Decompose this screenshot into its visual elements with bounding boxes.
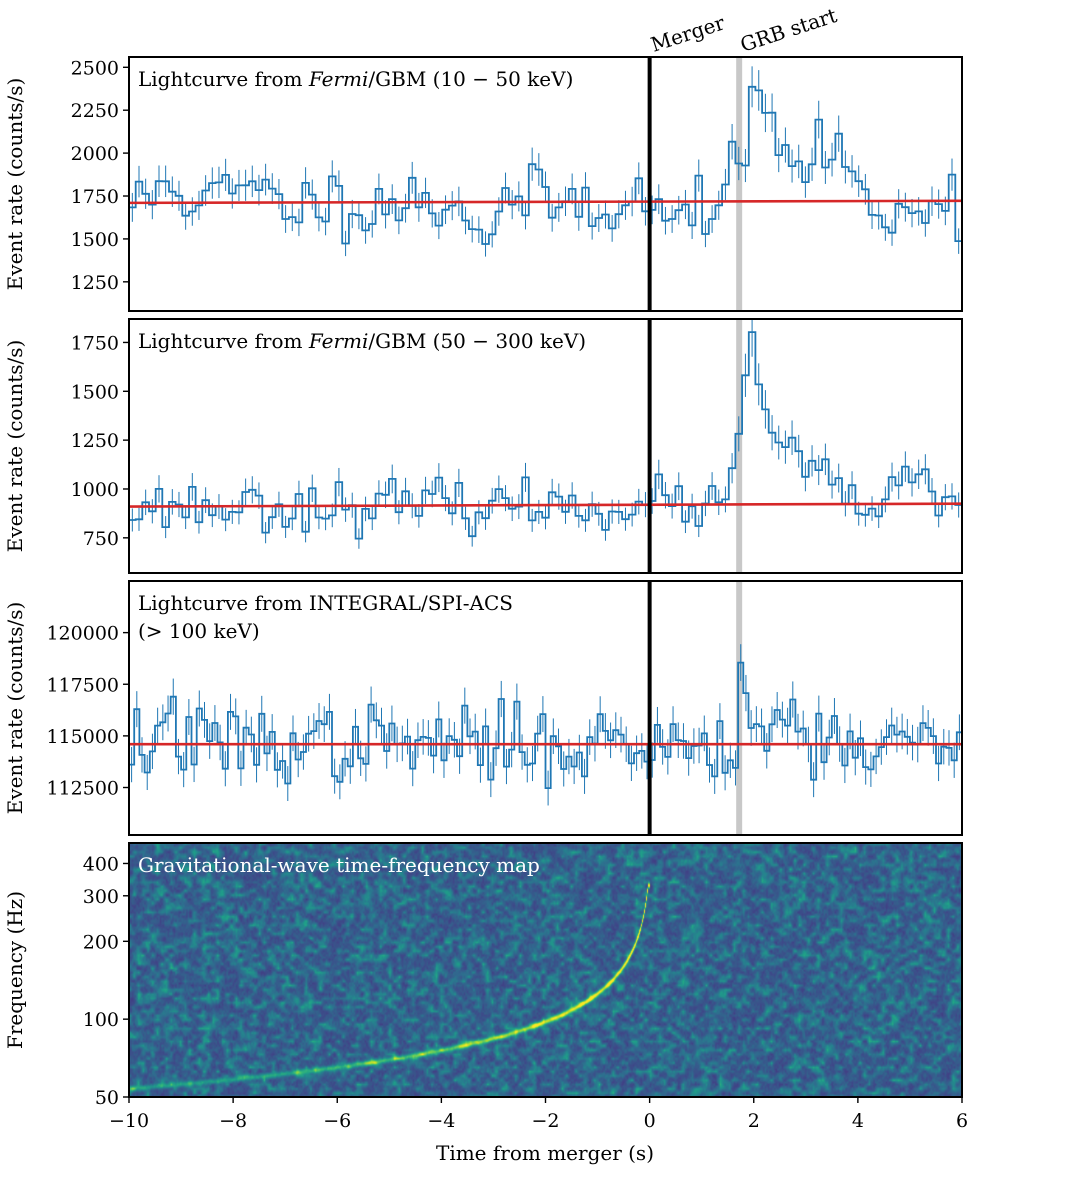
y-axis-label: Event rate (counts/s): [3, 78, 27, 291]
x-tick-label: −10: [109, 1110, 149, 1132]
y-tick-label: 200: [83, 931, 119, 953]
panel-gbm-high: 750 1000 1250 1500 1750 Lightcurve from Ferm…: [3, 318, 963, 574]
y-axis-ticks: 50 100 200 300 400: [83, 853, 129, 1109]
y-tick-label: 2250: [71, 100, 119, 122]
panel-gbm-low: 1250 1500 1750 2000 2250 2500 Lightcurve from…: [3, 56, 963, 312]
panel-frame: [128, 318, 963, 574]
y-tick-label: 2000: [71, 143, 119, 165]
grb-start-annotation: GRB start: [737, 3, 839, 57]
y-tick-label: 300: [83, 886, 119, 908]
lightcurve-step: [129, 331, 962, 540]
x-axis-ticks: −10 −8 −6 −4 −2 0 2 4 6: [109, 1097, 968, 1132]
merger-annotation: Merger: [648, 10, 728, 56]
y-tick-label: 100: [83, 1009, 119, 1031]
x-tick-label: −8: [219, 1110, 247, 1132]
y-axis-ticks: 1250 1500 1750 2000 2250 2500: [71, 57, 129, 294]
y-tick-label: 50: [95, 1087, 119, 1109]
x-tick-label: 6: [956, 1110, 968, 1132]
title-suffix: /GBM (10 − 50 keV): [368, 67, 573, 91]
heatmap-container: [129, 843, 962, 1097]
y-axis-ticks: 112500 115000 117500 120000: [46, 623, 129, 800]
background-fit-line: [128, 199, 963, 205]
x-tick-label: 2: [748, 1110, 760, 1132]
grb-band-rect: [736, 57, 743, 311]
y-tick-label: 1750: [71, 332, 119, 354]
panel-title-line2: (> 100 keV): [138, 619, 260, 643]
y-tick-label: 1500: [71, 381, 119, 403]
y-tick-label: 1250: [71, 430, 119, 452]
background-fit-line: [128, 502, 963, 508]
panel-title: Lightcurve from Fermi/GBM (10 − 50 keV): [138, 67, 573, 91]
title-italic: Fermi: [308, 67, 369, 91]
x-tick-label: 0: [644, 1110, 656, 1132]
grb-start-band: [736, 57, 743, 311]
panel-title-line1: Lightcurve from INTEGRAL/SPI-ACS: [138, 591, 513, 615]
x-tick-label: −4: [427, 1110, 455, 1132]
y-tick-label: 1250: [71, 272, 119, 294]
y-tick-label: 117500: [46, 674, 119, 696]
y-axis-label: Frequency (Hz): [3, 891, 27, 1049]
panel-title: Lightcurve from Fermi/GBM (50 − 300 keV): [138, 329, 586, 353]
grb-band-rect: [736, 581, 743, 835]
y-tick-label: 1000: [71, 479, 119, 501]
panel-frame: [128, 580, 963, 836]
y-axis-label: Event rate (counts/s): [3, 340, 27, 553]
y-tick-label: 2500: [71, 57, 119, 79]
panel-gw-map: 50 100 200 300 400 −10 −8 −6 −4 −2 0 2 4 6 Gravitati…: [3, 842, 968, 1165]
y-tick-label: 1750: [71, 186, 119, 208]
y-axis-ticks: 750 1000 1250 1500 1750: [71, 332, 129, 550]
y-tick-label: 750: [83, 528, 119, 550]
lightcurve-series: [129, 66, 962, 257]
x-axis-label: Time from merger (s): [436, 1141, 654, 1165]
panel-frame: [128, 56, 963, 312]
lightcurve-step: [129, 661, 962, 789]
y-tick-label: 112500: [46, 778, 119, 800]
lightcurve-series: [129, 319, 962, 549]
y-tick-label: 400: [83, 853, 119, 875]
grb-start-band: [736, 581, 743, 835]
lightcurve-series: [129, 644, 962, 806]
lightcurve-step: [129, 85, 962, 245]
title-suffix: /GBM (50 − 300 keV): [368, 329, 586, 353]
title-prefix: Lightcurve from: [138, 329, 309, 353]
x-tick-label: 4: [852, 1110, 864, 1132]
y-tick-label: 1500: [71, 229, 119, 251]
y-axis-label: Event rate (counts/s): [3, 602, 27, 815]
panel-spi-acs: 112500 115000 117500 120000 Lightcurve from…: [3, 580, 963, 836]
panel-title: Gravitational-wave time-frequency map: [138, 853, 540, 877]
title-italic: Fermi: [308, 329, 369, 353]
x-tick-label: −6: [323, 1110, 351, 1132]
x-tick-label: −2: [531, 1110, 559, 1132]
time-frequency-heatmap: [129, 843, 962, 1097]
y-tick-label: 120000: [46, 623, 119, 645]
title-prefix: Lightcurve from: [138, 67, 309, 91]
y-tick-label: 115000: [46, 726, 119, 748]
